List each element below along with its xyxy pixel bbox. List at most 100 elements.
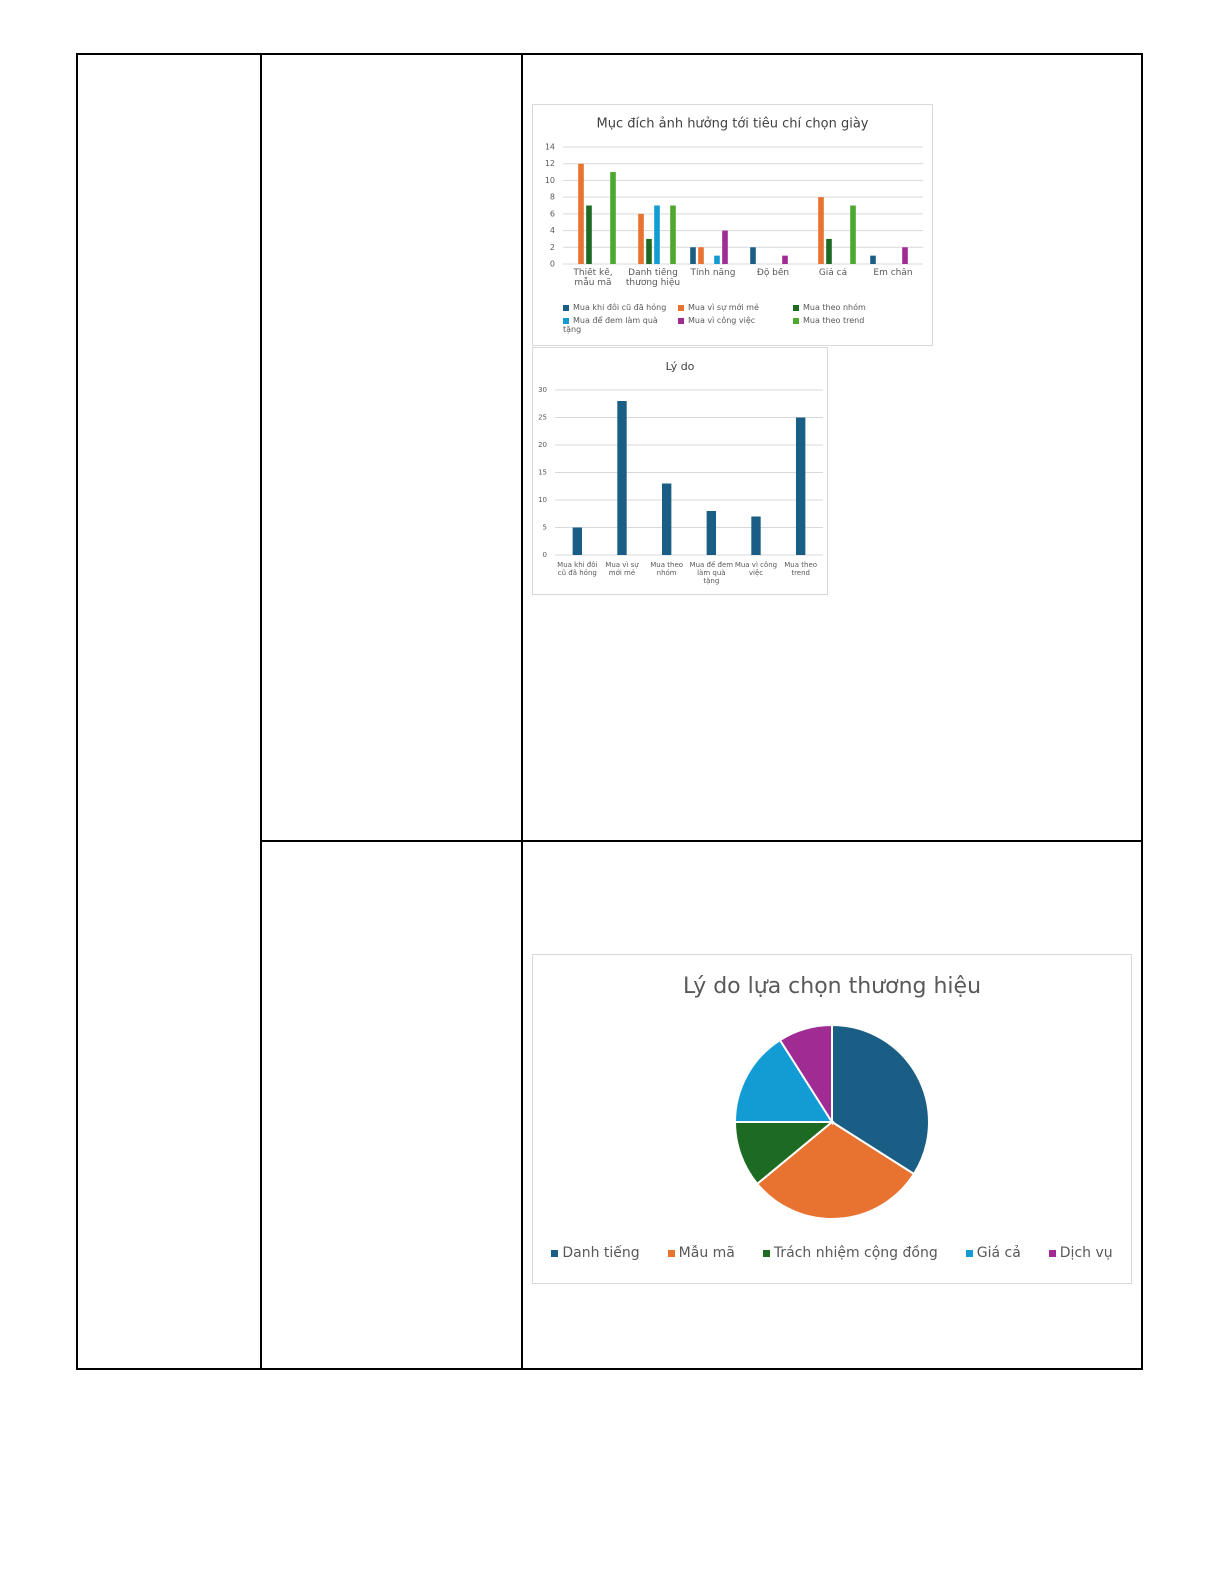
x-tick-label: Mua để đem làm quà tặng	[689, 561, 734, 586]
legend-item: Giá cả	[965, 1245, 1021, 1261]
bar	[586, 205, 592, 264]
y-tick-label: 25	[538, 414, 547, 422]
legend-label: Dịch vụ	[1059, 1245, 1113, 1261]
label-box: Giá cả	[818, 268, 848, 278]
label-box: Mua theo trend	[784, 561, 818, 578]
y-tick-label: 0	[543, 551, 547, 559]
legend-label: Danh tiếng	[562, 1245, 640, 1261]
bar	[714, 255, 720, 264]
x-tick-label: Danh tiếng thương hiệu	[625, 268, 681, 289]
chart: Lý do lựa chọn thương hiệu Danh tiếng Mẫu …	[532, 954, 1132, 1284]
legend-label: Mua theo nhóm	[803, 303, 866, 312]
label-box: Độ bền	[756, 268, 790, 278]
bar	[670, 205, 676, 264]
bar	[722, 230, 728, 264]
legend-item: Mua theo trend	[793, 316, 908, 334]
x-tick-label: Mua vì sự mới mẻ	[605, 561, 639, 578]
legend-label: Mẫu mã	[678, 1245, 735, 1261]
bar	[638, 213, 644, 264]
x-tick-label: Giá cả	[818, 268, 848, 278]
bar	[698, 247, 704, 264]
label-box: Mua theo nhóm	[650, 561, 684, 578]
legend-item: Mua khi đôi cũ đã hỏng	[563, 303, 678, 312]
y-tick-label: 20	[538, 441, 547, 449]
legend-swatch	[551, 1249, 559, 1257]
legend-item: Mua theo nhóm	[793, 303, 908, 312]
legend-item: Mua vì sự mới mẻ	[678, 303, 793, 312]
legend: Mua khi đôi cũ đã hỏng Mua vì sự mới mẻ Mu…	[563, 303, 923, 334]
table-border	[260, 53, 262, 1370]
label-box: Mua vì sự mới mẻ	[605, 561, 639, 578]
legend-swatch	[678, 304, 684, 311]
legend-swatch	[965, 1249, 973, 1257]
bar	[850, 205, 856, 264]
bar	[795, 417, 806, 555]
bar	[572, 527, 583, 555]
pie-slice	[733, 1121, 835, 1186]
legend-label: Mua theo trend	[803, 316, 865, 325]
chart-title: Mục đích ảnh hưởng tới tiêu chí chọn già…	[597, 117, 869, 132]
y-tick-label: 4	[550, 226, 555, 235]
y-tick-label: 8	[550, 193, 555, 202]
bar	[826, 238, 832, 264]
legend-swatch	[793, 304, 799, 311]
legend-label: Mua khi đôi cũ đã hỏng	[573, 303, 667, 312]
label-box: Tính năng	[690, 268, 736, 278]
chart: Mục đích ảnh hưởng tới tiêu chí chọn già…	[532, 104, 933, 346]
legend-label: Giá cả	[976, 1245, 1021, 1261]
y-tick-label: 15	[538, 469, 547, 477]
pie-slice	[778, 1023, 833, 1126]
x-tick-label: Mua vì công việc	[734, 561, 778, 578]
chart: Lý do 0 5 10 15 20 25 30 Mua khi đôi cũ đã hỏng M…	[532, 347, 828, 595]
legend-item: Mua để đem làm quà tặng	[563, 316, 678, 334]
bar	[750, 247, 756, 264]
y-tick-label: 5	[543, 524, 547, 532]
legend-swatch	[762, 1249, 770, 1257]
x-tick-label: Êm chân	[873, 268, 913, 278]
label-box: Danh tiếng thương hiệu	[625, 268, 681, 289]
y-tick-label: 0	[550, 260, 555, 269]
x-tick-label: Mua khi đôi cũ đã hỏng	[557, 561, 598, 578]
legend-item: Mẫu mã	[667, 1245, 735, 1261]
y-tick-label: 10	[538, 496, 547, 504]
legend-item: Mua vì công việc	[678, 316, 793, 334]
x-tick-label: Mua theo nhóm	[650, 561, 684, 578]
y-tick-label: 2	[550, 243, 555, 252]
y-tick-label: 10	[545, 176, 555, 185]
legend-label: Trách nhiệm cộng đồng	[773, 1245, 938, 1261]
pie-slice	[733, 1038, 834, 1123]
legend-swatch	[667, 1249, 675, 1257]
x-tick-label: Tính năng	[690, 268, 736, 278]
label-box: Mua khi đôi cũ đã hỏng Mua vì sự mới mẻ Mu…	[563, 303, 923, 334]
bar	[706, 511, 717, 555]
label-box: Danh tiếng Mẫu mã Trách nhiệm cộng đồng Giá…	[551, 1245, 1113, 1261]
legend-swatch	[1048, 1249, 1056, 1257]
table-border	[76, 53, 1143, 55]
pie-slice	[755, 1120, 916, 1220]
bar	[902, 247, 908, 264]
y-tick-label: 30	[538, 386, 547, 394]
bar	[782, 255, 788, 264]
label-box: Mua để đem làm quà tặng	[689, 561, 734, 586]
label-box: Mua khi đôi cũ đã hỏng	[557, 561, 598, 578]
x-tick-label: Thiết kế, mẫu mã	[573, 268, 613, 289]
table-border	[260, 840, 1143, 842]
bar	[646, 238, 652, 264]
bar	[870, 255, 876, 264]
bar	[661, 483, 672, 555]
table-border	[521, 53, 523, 1370]
x-tick-label: Độ bền	[756, 268, 790, 278]
chart-title: Lý do	[666, 360, 695, 373]
bar	[690, 247, 696, 264]
table-border	[1141, 53, 1143, 1370]
legend-swatch	[793, 317, 799, 324]
table-border	[76, 53, 78, 1370]
bar	[818, 197, 824, 264]
legend-item: Danh tiếng	[551, 1245, 640, 1261]
y-tick-label: 6	[550, 209, 555, 218]
y-tick-label: 12	[545, 159, 555, 168]
x-tick-label: Mua theo trend	[784, 561, 818, 578]
legend-label: Mua để đem làm quà tặng	[563, 316, 658, 334]
legend-item: Dịch vụ	[1048, 1245, 1113, 1261]
legend-swatch	[678, 317, 684, 324]
